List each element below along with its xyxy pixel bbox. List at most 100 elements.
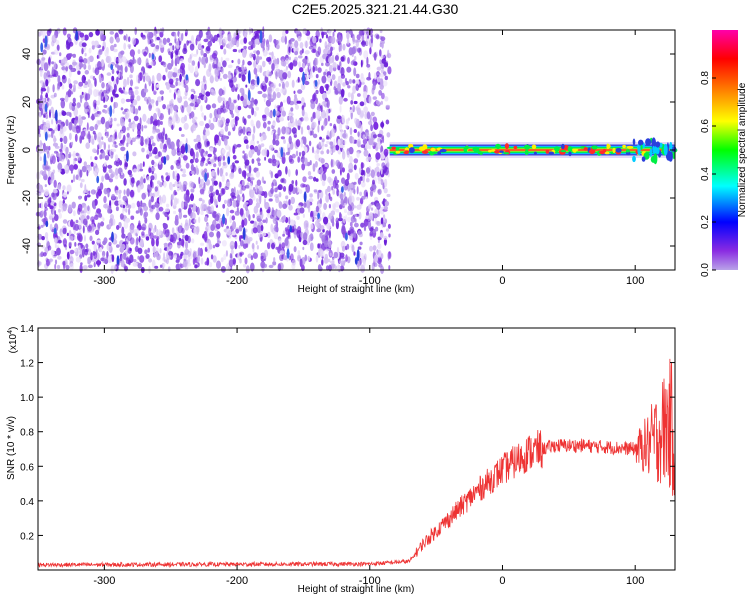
heatmap-cell — [90, 216, 95, 223]
heatmap-cell — [640, 144, 643, 151]
heatmap-cell — [248, 198, 253, 206]
heatmap-cell — [185, 241, 188, 250]
heatmap-cell — [196, 254, 200, 263]
heatmap-cell — [69, 101, 73, 110]
heatmap-cell — [347, 85, 351, 89]
heatmap-cell — [370, 35, 374, 44]
heatmap-cell — [329, 123, 333, 127]
heatmap-cell — [113, 101, 116, 110]
heatmap-cell — [168, 78, 174, 85]
heatmap-cell — [308, 198, 314, 203]
heatmap-cell — [315, 57, 319, 66]
heatmap-cell — [132, 262, 138, 267]
heatmap-cell — [315, 110, 321, 119]
heatmap-cell — [604, 151, 610, 155]
heatmap-cell — [95, 260, 102, 266]
heatmap-cell — [387, 223, 391, 229]
heatmap-cell — [554, 151, 559, 154]
heatmap-cell — [350, 60, 356, 66]
heatmap-cell — [259, 195, 262, 205]
heatmap-cell — [368, 95, 372, 104]
heatmap-cell — [49, 223, 53, 231]
heatmap-cell — [217, 167, 220, 176]
heatmap-cell — [80, 116, 86, 120]
heatmap-cell — [270, 223, 274, 233]
heatmap-cell — [80, 242, 83, 249]
heatmap-cell — [321, 234, 326, 243]
heatmap-cell — [381, 41, 384, 49]
heatmap-cell — [323, 240, 329, 248]
heatmap-cell — [109, 105, 113, 117]
heatmap-cell — [78, 195, 82, 200]
heatmap-cell — [167, 266, 171, 272]
heatmap-cell — [222, 213, 226, 225]
heatmap-cell — [352, 35, 356, 45]
heatmap-cell — [372, 96, 377, 100]
heatmap-cell — [348, 195, 352, 205]
heatmap-cell — [40, 201, 44, 210]
heatmap-cell — [199, 188, 204, 195]
heatmap-cell — [369, 47, 372, 55]
heatmap-cell — [301, 108, 305, 117]
heatmap-cell — [87, 133, 91, 140]
heatmap-cell — [302, 58, 307, 64]
heatmap-cell — [291, 43, 295, 48]
heatmap-cell — [361, 40, 367, 47]
heatmap-cell — [259, 211, 264, 220]
heatmap-cell — [257, 162, 261, 166]
heatmap-cell — [295, 179, 298, 187]
heatmap-cell — [122, 137, 125, 146]
heatmap-cell — [173, 210, 177, 215]
heatmap-cell — [247, 45, 253, 51]
heatmap-cell — [241, 170, 247, 178]
heatmap-cell — [95, 29, 100, 36]
heatmap-cell — [262, 80, 266, 86]
heatmap-cell — [198, 176, 201, 185]
heatmap-cell — [42, 29, 46, 39]
heatmap-cell — [312, 163, 316, 172]
heatmap-cell — [395, 150, 401, 154]
heatmap-cell — [68, 151, 72, 159]
heatmap-cell — [285, 29, 289, 34]
heatmap-cell — [43, 210, 47, 218]
heatmap-cell — [373, 121, 379, 130]
heatmap-cell — [98, 111, 102, 115]
heatmap-cell — [372, 81, 376, 91]
heatmap-cell — [196, 49, 199, 55]
snr-y-multiplier: (x104) — [7, 327, 19, 354]
heatmap-cell — [302, 71, 305, 86]
heatmap-cell — [362, 174, 365, 183]
heatmap-cell — [120, 98, 126, 104]
heatmap-cell — [366, 76, 372, 81]
heatmap-cell — [73, 164, 78, 170]
snr-panel: -300 -200 -100 0 100 0.20.40.60.81.01.21.4 H… — [6, 324, 676, 595]
heatmap-cell — [301, 62, 306, 69]
heatmap-cell — [252, 214, 255, 219]
heatmap-cell — [372, 184, 377, 190]
heatmap-cell — [132, 259, 137, 263]
heatmap-cell — [217, 95, 222, 104]
heatmap-cell — [65, 111, 71, 116]
heatmap-cell — [354, 222, 359, 228]
heatmap-cell — [203, 61, 206, 69]
heatmap-cell — [340, 56, 345, 62]
heatmap-cell — [143, 51, 148, 57]
heatmap-cell — [300, 83, 306, 91]
heatmap-cell — [211, 103, 217, 109]
heatmap-cell — [154, 82, 157, 92]
heatmap-cell — [146, 175, 151, 182]
heatmap-cell — [74, 248, 77, 253]
heatmap-cell — [369, 233, 373, 237]
heatmap-cell — [252, 227, 258, 234]
heatmap-cell — [652, 145, 656, 152]
heatmap-cell — [349, 127, 353, 136]
heatmap-cell — [59, 97, 65, 101]
heatmap-cell — [367, 120, 373, 125]
heatmap-cell — [361, 195, 366, 200]
heatmap-cell — [94, 214, 99, 220]
y-tick-label: 1.0 — [20, 393, 34, 404]
heatmap-cell — [320, 158, 325, 164]
heatmap-cell — [197, 61, 200, 69]
heatmap-cell — [101, 141, 105, 145]
heatmap-cell — [144, 249, 148, 255]
